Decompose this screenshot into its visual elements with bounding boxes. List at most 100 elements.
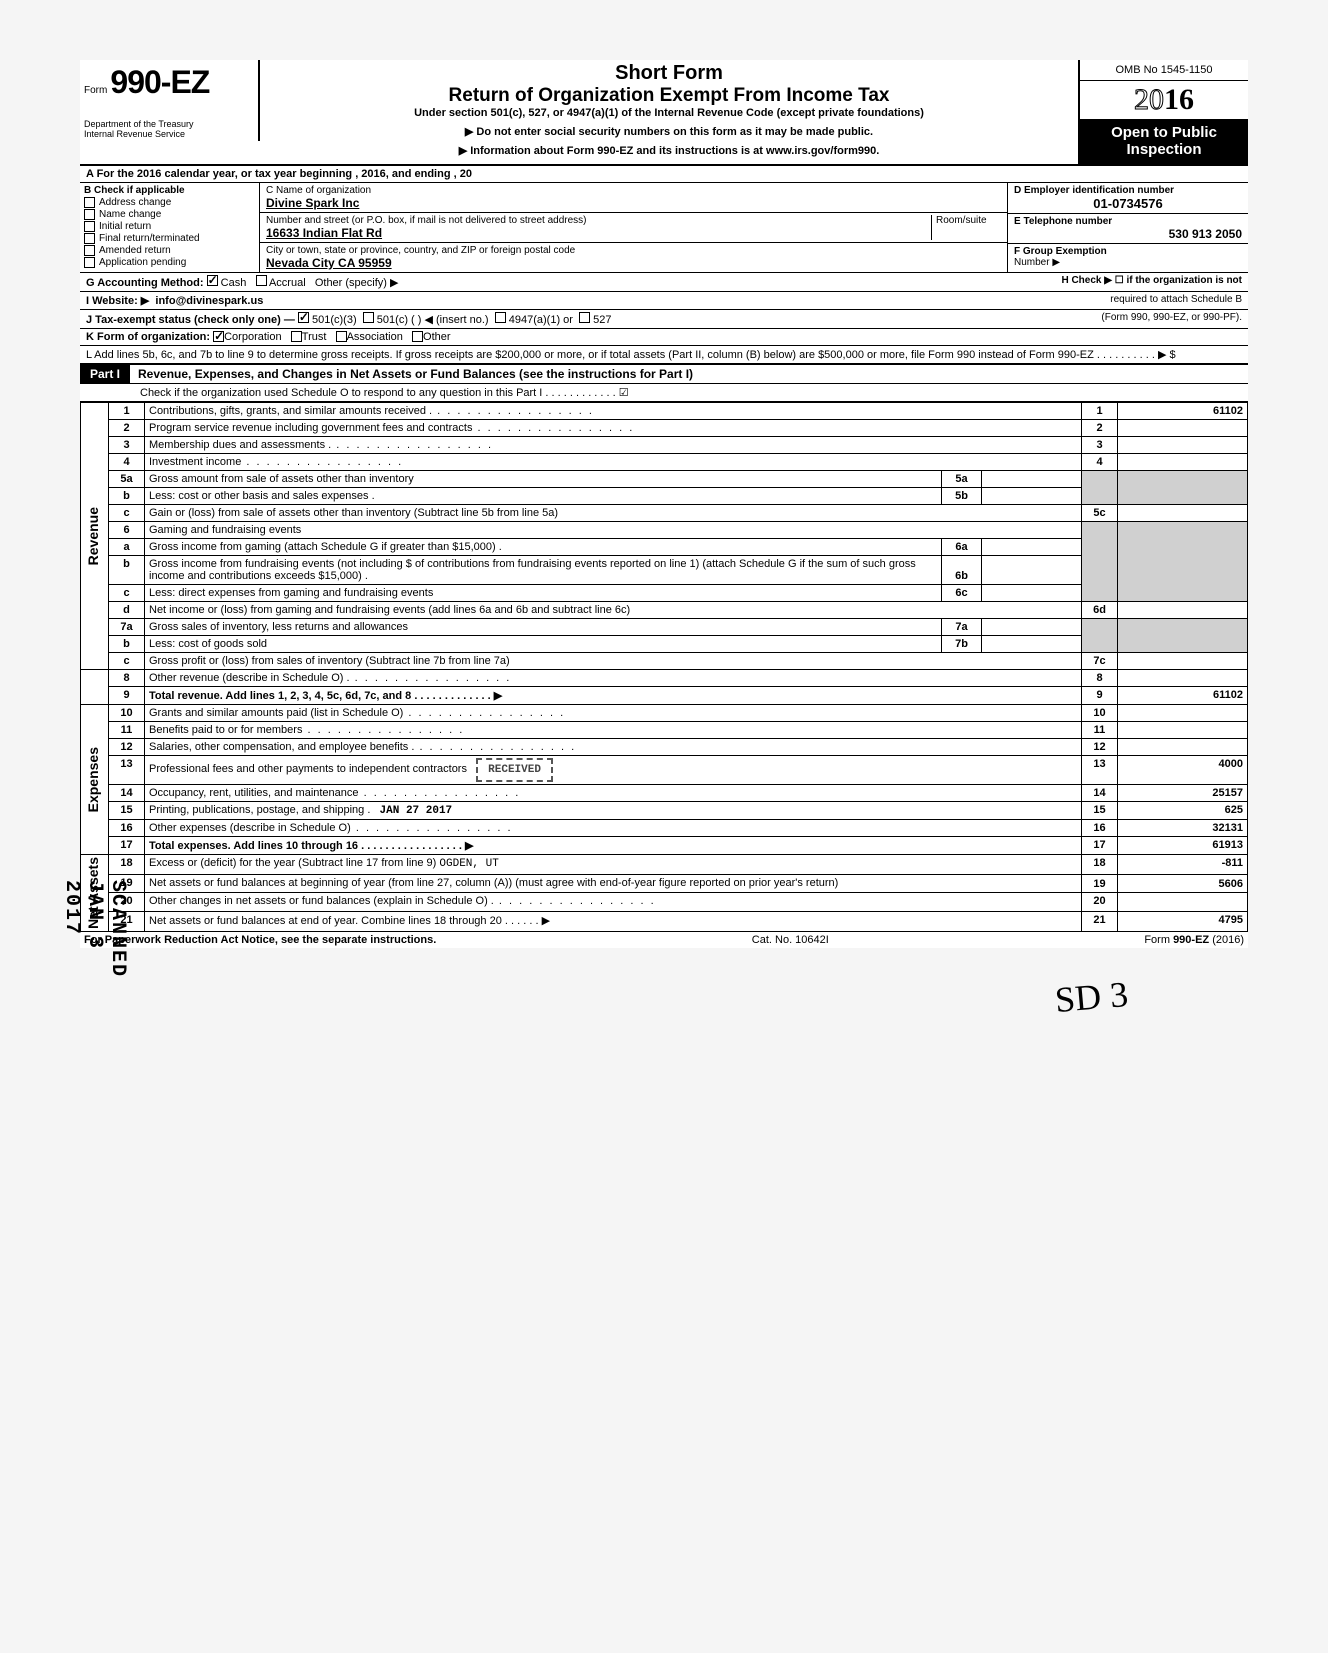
title-cell: Short Form Return of Organization Exempt…: [260, 60, 1078, 159]
line-5b: bLess: cost or other basis and sales exp…: [81, 488, 1248, 505]
line-21: 21Net assets or fund balances at end of …: [81, 912, 1248, 932]
short-form-label: Short Form: [270, 62, 1068, 85]
line-11: 11Benefits paid to or for members11: [81, 722, 1248, 739]
line-12: 12Salaries, other compensation, and empl…: [81, 739, 1248, 756]
g-accounting: G Accounting Method: Cash Accrual Other …: [86, 275, 398, 289]
check-association[interactable]: [336, 331, 347, 342]
j-label: J Tax-exempt status (check only one) —: [86, 314, 295, 326]
f-label: F Group Exemption: [1014, 246, 1107, 257]
line-20: 20Other changes in net assets or fund ba…: [81, 893, 1248, 912]
line-10: Expenses10Grants and similar amounts pai…: [81, 705, 1248, 722]
subtitle: Under section 501(c), 527, or 4947(a)(1)…: [270, 107, 1068, 119]
f-label2: Number ▶: [1014, 257, 1060, 268]
line-5c: cGain or (loss) from sale of assets othe…: [81, 505, 1248, 522]
notice-info: ▶ Information about Form 990-EZ and its …: [270, 144, 1068, 157]
ein-value: 01-0734576: [1014, 196, 1242, 211]
part1-title: Revenue, Expenses, and Changes in Net As…: [130, 365, 701, 383]
org-street: 16633 Indian Flat Rd: [266, 226, 931, 240]
c-street-row: Number and street (or P.O. box, if mail …: [260, 213, 1007, 243]
line-3: 3Membership dues and assessments .3: [81, 437, 1248, 454]
row-i: I Website: ▶ info@divinespark.us require…: [80, 292, 1248, 310]
check-name-change[interactable]: Name change: [84, 209, 255, 220]
line-7b: bLess: cost of goods sold7b: [81, 636, 1248, 653]
line-7a: 7aGross sales of inventory, less returns…: [81, 619, 1248, 636]
form-prefix: Form: [84, 85, 107, 96]
f-group-row: F Group Exemption Number ▶: [1008, 244, 1248, 270]
check-other-org[interactable]: [412, 331, 423, 342]
scanned-stamp: SCANNED JAN 3 2017: [60, 880, 129, 978]
dept-label: Department of the Treasury Internal Reve…: [84, 101, 250, 139]
k-label: K Form of organization:: [86, 331, 210, 343]
footer-mid: Cat. No. 10642I: [752, 934, 829, 946]
b-label: B Check if applicable: [84, 185, 255, 196]
c-city-row: City or town, state or province, country…: [260, 243, 1007, 272]
line-6b: bGross income from fundraising events (n…: [81, 556, 1248, 585]
line-19: 19Net assets or fund balances at beginni…: [81, 874, 1248, 893]
side-expenses: Expenses: [81, 705, 109, 855]
line-15: 15Printing, publications, postage, and s…: [81, 802, 1248, 820]
line-6: 6Gaming and fundraising events: [81, 522, 1248, 539]
line-17: 17Total expenses. Add lines 10 through 1…: [81, 837, 1248, 855]
line-6a: aGross income from gaming (attach Schedu…: [81, 539, 1248, 556]
h-label2: required to attach Schedule B: [1110, 294, 1242, 307]
main-title: Return of Organization Exempt From Incom…: [270, 85, 1068, 107]
check-corporation[interactable]: [213, 331, 224, 342]
room-suite-label: Room/suite: [931, 215, 1001, 240]
line-5a: 5aGross amount from sale of assets other…: [81, 471, 1248, 488]
check-amended-return[interactable]: Amended return: [84, 245, 255, 256]
line-18: Net Assets18Excess or (deficit) for the …: [81, 855, 1248, 875]
c-name-label: C Name of organization: [266, 185, 1001, 196]
omb-number: OMB No 1545-1150: [1080, 60, 1248, 81]
side-revenue: Revenue: [81, 403, 109, 670]
tax-year: 2016: [1080, 81, 1248, 119]
line-6d: dNet income or (loss) from gaming and fu…: [81, 602, 1248, 619]
form-id-cell: Form 990-EZ Department of the Treasury I…: [80, 60, 260, 141]
row-l: L Add lines 5b, 6c, and 7b to line 9 to …: [80, 346, 1248, 364]
i-label: I Website: ▶: [86, 295, 149, 307]
part1-tag: Part I: [80, 365, 130, 383]
section-bcd: B Check if applicable Address change Nam…: [80, 183, 1248, 273]
website-value: info@divinespark.us: [155, 295, 263, 307]
part1-check-o: Check if the organization used Schedule …: [80, 384, 1248, 402]
check-final-return[interactable]: Final return/terminated: [84, 233, 255, 244]
e-label: E Telephone number: [1014, 216, 1242, 227]
line-13: 13Professional fees and other payments t…: [81, 756, 1248, 785]
line-14: 14Occupancy, rent, utilities, and mainte…: [81, 785, 1248, 802]
check-initial-return[interactable]: Initial return: [84, 221, 255, 232]
part1-header: Part I Revenue, Expenses, and Changes in…: [80, 364, 1248, 384]
form-990ez-page: Form 990-EZ Department of the Treasury I…: [80, 60, 1248, 948]
right-header-cell: OMB No 1545-1150 2016 Open to Public Ins…: [1078, 60, 1248, 164]
check-application-pending[interactable]: Application pending: [84, 257, 255, 268]
check-accrual[interactable]: [256, 275, 267, 286]
part1-table: Revenue 1 Contributions, gifts, grants, …: [80, 402, 1248, 932]
col-b-checks: B Check if applicable Address change Nam…: [80, 183, 260, 272]
phone-value: 530 913 2050: [1014, 227, 1242, 241]
check-501c[interactable]: [363, 312, 374, 323]
page-footer: For Paperwork Reduction Act Notice, see …: [80, 932, 1248, 948]
check-4947[interactable]: [495, 312, 506, 323]
c-street-label: Number and street (or P.O. box, if mail …: [266, 215, 931, 226]
check-527[interactable]: [579, 312, 590, 323]
e-phone-row: E Telephone number 530 913 2050: [1008, 214, 1248, 244]
org-city: Nevada City CA 95959: [266, 256, 1001, 270]
row-j: J Tax-exempt status (check only one) — 5…: [80, 310, 1248, 329]
line-4: 4Investment income4: [81, 454, 1248, 471]
c-city-label: City or town, state or province, country…: [266, 245, 1001, 256]
line-16: 16Other expenses (describe in Schedule O…: [81, 820, 1248, 837]
received-stamp: RECEIVED: [476, 758, 553, 782]
row-a-calendar: A For the 2016 calendar year, or tax yea…: [80, 166, 1248, 183]
col-c-org: C Name of organization Divine Spark Inc …: [260, 183, 1008, 272]
form-header: Form 990-EZ Department of the Treasury I…: [80, 60, 1248, 166]
row-g-h: G Accounting Method: Cash Accrual Other …: [80, 273, 1248, 292]
d-ein-row: D Employer identification number 01-0734…: [1008, 183, 1248, 214]
line-7c: cGross profit or (loss) from sales of in…: [81, 653, 1248, 670]
check-address-change[interactable]: Address change: [84, 197, 255, 208]
notice-ssn: ▶ Do not enter social security numbers o…: [270, 125, 1068, 138]
check-trust[interactable]: [291, 331, 302, 342]
h-label3: (Form 990, 990-EZ, or 990-PF).: [1101, 312, 1242, 326]
check-cash[interactable]: [207, 275, 218, 286]
check-501c3[interactable]: [298, 312, 309, 323]
line-8: 8Other revenue (describe in Schedule O) …: [81, 670, 1248, 687]
d-label: D Employer identification number: [1014, 185, 1242, 196]
form-number: 990-EZ: [110, 64, 209, 100]
